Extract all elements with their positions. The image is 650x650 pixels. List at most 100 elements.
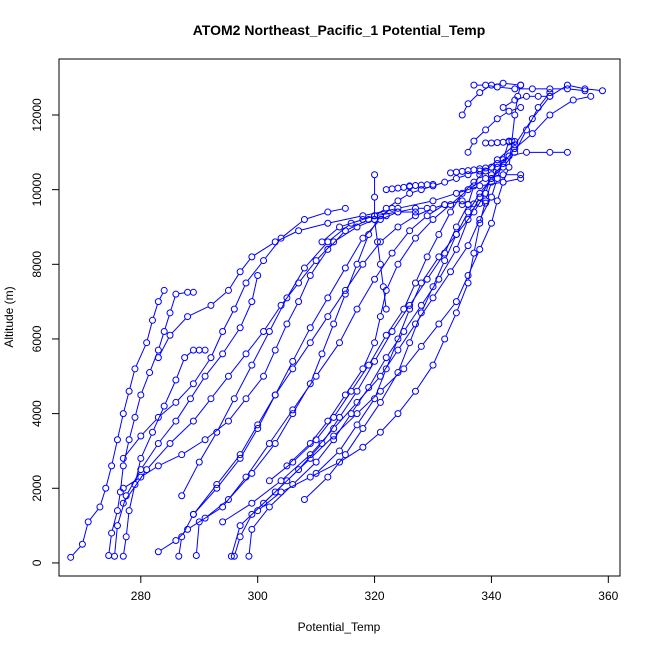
data-point	[265, 503, 273, 511]
series-line-segment	[117, 494, 121, 508]
data-point	[376, 398, 384, 406]
data-point	[230, 552, 238, 560]
series-line-segment	[364, 221, 379, 237]
series-line-segment	[283, 220, 303, 237]
y-tick-label: 4000	[30, 400, 44, 427]
data-point	[219, 327, 227, 335]
data-point	[154, 346, 162, 354]
series-line-segment	[357, 237, 369, 262]
data-point	[464, 171, 472, 179]
data-point	[493, 115, 501, 123]
data-point	[511, 141, 519, 149]
series-line-segment	[129, 420, 135, 437]
data-point	[312, 372, 320, 380]
series-10	[227, 81, 525, 560]
data-point	[511, 111, 519, 119]
series-line-segment	[229, 274, 239, 289]
series-line-segment	[160, 403, 174, 416]
series-21	[283, 171, 525, 470]
data-point	[373, 238, 381, 246]
data-point	[499, 178, 507, 186]
data-point	[324, 245, 332, 253]
data-point	[324, 473, 332, 481]
series-line-segment	[469, 143, 473, 150]
series-line-segment	[388, 202, 396, 208]
series-line-segment	[234, 539, 240, 554]
series-line-segment	[311, 423, 327, 442]
data-point	[394, 335, 402, 343]
data-point	[189, 510, 197, 518]
series-line-segment	[171, 422, 192, 442]
series-line-segment	[468, 222, 479, 244]
series-line-segment	[504, 150, 514, 162]
series-line-segment	[393, 232, 409, 252]
data-point	[224, 286, 232, 294]
data-point	[394, 369, 402, 377]
data-point	[265, 439, 273, 447]
data-point	[245, 552, 253, 560]
data-point	[447, 208, 455, 216]
series-line-segment	[126, 513, 130, 534]
series-line-segment	[387, 333, 403, 356]
data-point	[330, 436, 338, 444]
data-point	[353, 398, 361, 406]
data-point	[487, 193, 495, 201]
series-line-segment	[358, 281, 374, 307]
data-point	[470, 249, 478, 257]
data-point	[394, 223, 402, 231]
data-point	[411, 212, 419, 220]
series-line-segment	[177, 400, 190, 419]
series-line-segment	[240, 304, 252, 326]
series-line-segment	[491, 203, 498, 221]
series-line-segment	[282, 456, 309, 480]
data-point	[371, 339, 379, 347]
series-line-segment	[499, 146, 513, 159]
data-point	[289, 458, 297, 466]
series-line-segment	[247, 262, 263, 281]
data-point	[330, 432, 338, 440]
data-point	[371, 275, 379, 283]
data-point	[482, 189, 490, 197]
data-point	[219, 518, 227, 526]
data-point	[143, 466, 151, 474]
data-point	[312, 458, 320, 466]
series-line-segment	[499, 157, 507, 163]
data-point	[160, 286, 168, 294]
series-line-segment	[480, 225, 491, 247]
series-line-segment	[488, 85, 495, 88]
series-line-segment	[382, 228, 396, 241]
data-point	[464, 148, 472, 156]
series-line-segment	[482, 182, 501, 186]
series-line-segment	[300, 445, 321, 468]
data-point	[382, 204, 390, 212]
series-line-segment	[307, 212, 326, 220]
series-line-segment	[398, 311, 409, 337]
data-point	[224, 417, 232, 425]
series-line-segment	[142, 445, 158, 468]
data-point	[166, 309, 174, 317]
series-line-segment	[330, 215, 361, 224]
data-point	[242, 395, 250, 403]
data-point	[365, 361, 373, 369]
series-line-segment	[82, 524, 88, 542]
series-line-segment	[552, 101, 571, 114]
series-line-segment	[306, 478, 326, 498]
data-point	[172, 376, 180, 384]
data-point	[365, 383, 373, 391]
data-point	[435, 230, 443, 238]
data-point	[154, 298, 162, 306]
data-point	[517, 174, 525, 182]
series-line-segment	[398, 345, 409, 370]
data-point	[470, 178, 478, 186]
series-25	[447, 163, 495, 177]
series-line-segment	[323, 228, 338, 241]
series-line-segment	[186, 351, 192, 357]
data-point	[423, 212, 431, 220]
data-point	[581, 87, 589, 95]
series-28	[382, 183, 414, 194]
data-point	[201, 346, 209, 354]
data-point	[219, 503, 227, 511]
series-line-segment	[241, 427, 257, 453]
data-point	[119, 410, 127, 418]
data-point	[330, 425, 338, 433]
